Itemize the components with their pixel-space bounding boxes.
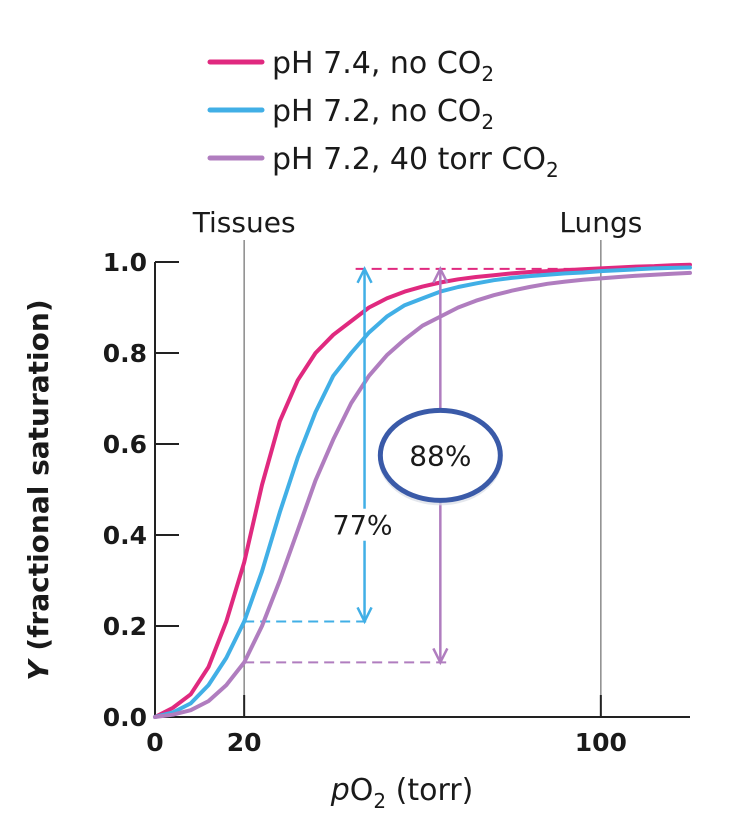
y-tick-label-3: 0.6 bbox=[103, 430, 147, 459]
x-axis-label-rest: (torr) bbox=[386, 773, 473, 808]
x-axis-label-sub: 2 bbox=[373, 789, 386, 813]
x-tick-label-2: 100 bbox=[575, 728, 627, 757]
legend-label-ph72-co2-sub: 2 bbox=[546, 158, 559, 182]
y-tick-label-5: 1.0 bbox=[103, 248, 147, 277]
legend-label-ph72-sub: 2 bbox=[481, 110, 494, 134]
legend-item-ph72-40torr-co2: pH 7.2, 40 torr CO2 bbox=[207, 142, 559, 182]
legend: pH 7.4, no CO2 pH 7.2, no CO2 pH 7.2, 40… bbox=[207, 46, 559, 182]
annotation-label-0: 77% bbox=[333, 511, 393, 542]
x-tick-label-0: 0 bbox=[146, 728, 163, 757]
svg-text:pH 7.4, no CO2: pH 7.4, no CO2 bbox=[272, 46, 494, 86]
reference-lines: Tissues Lungs bbox=[192, 206, 642, 717]
curve-series-2 bbox=[153, 270, 692, 719]
y-tick-label-4: 0.8 bbox=[103, 339, 147, 368]
x-tick-label-1: 20 bbox=[227, 728, 262, 757]
x-axis-label: pO2 (torr) bbox=[330, 773, 474, 813]
y-tick-label-0: 0.0 bbox=[103, 703, 147, 732]
curve-series-1 bbox=[153, 265, 692, 719]
reference-label-0: Tissues bbox=[192, 206, 296, 239]
arrow-head-bottom-1 bbox=[432, 647, 449, 666]
y-tick-label-2: 0.4 bbox=[103, 521, 147, 550]
legend-label-ph72-co2: pH 7.2, 40 torr CO bbox=[272, 142, 546, 177]
x-axis-label-o: O bbox=[350, 773, 374, 808]
arrow-head-top-0 bbox=[356, 266, 373, 284]
y-axis-label: Y (fractional saturation) bbox=[22, 299, 55, 680]
legend-label-ph74-sub: 2 bbox=[481, 62, 494, 86]
arrow-head-bottom-0 bbox=[356, 606, 373, 625]
arrow-head-top-1 bbox=[432, 266, 449, 284]
legend-label-ph72: pH 7.2, no CO bbox=[272, 94, 481, 129]
y-axis-label-y: Y bbox=[22, 658, 55, 681]
legend-item-ph72-no-co2: pH 7.2, no CO2 bbox=[207, 94, 494, 134]
legend-item-ph74-no-co2: pH 7.4, no CO2 bbox=[207, 46, 494, 86]
legend-label-ph74: pH 7.4, no CO bbox=[272, 46, 481, 81]
svg-text:pH 7.2, no CO2: pH 7.2, no CO2 bbox=[272, 94, 494, 134]
y-tick-label-1: 0.2 bbox=[103, 612, 147, 641]
saturation-arrows: 77% 88% bbox=[330, 266, 503, 666]
svg-text:pH 7.2, 40 torr CO2: pH 7.2, 40 torr CO2 bbox=[272, 142, 559, 182]
circle-highlight-1 bbox=[377, 407, 503, 503]
annotation-label-bg-0 bbox=[330, 508, 399, 541]
x-axis-label-p: p bbox=[330, 773, 350, 808]
y-axis-label-rest: (fractional saturation) bbox=[22, 299, 55, 660]
curve-series-0 bbox=[153, 262, 692, 719]
reference-label-1: Lungs bbox=[559, 206, 642, 239]
annotation-label-1: 88% bbox=[409, 439, 471, 472]
axes: 0.0 0.2 0.4 0.6 0.8 1.0 0 20 100 bbox=[103, 248, 690, 757]
curves bbox=[153, 262, 692, 719]
